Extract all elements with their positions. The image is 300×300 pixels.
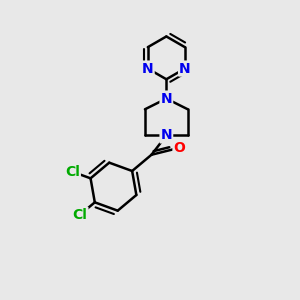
Text: N: N [179,61,191,76]
Text: N: N [160,128,172,142]
Text: Cl: Cl [73,208,87,222]
Text: Cl: Cl [65,165,80,179]
Text: O: O [173,141,185,155]
Text: N: N [142,61,154,76]
Text: N: N [160,92,172,106]
